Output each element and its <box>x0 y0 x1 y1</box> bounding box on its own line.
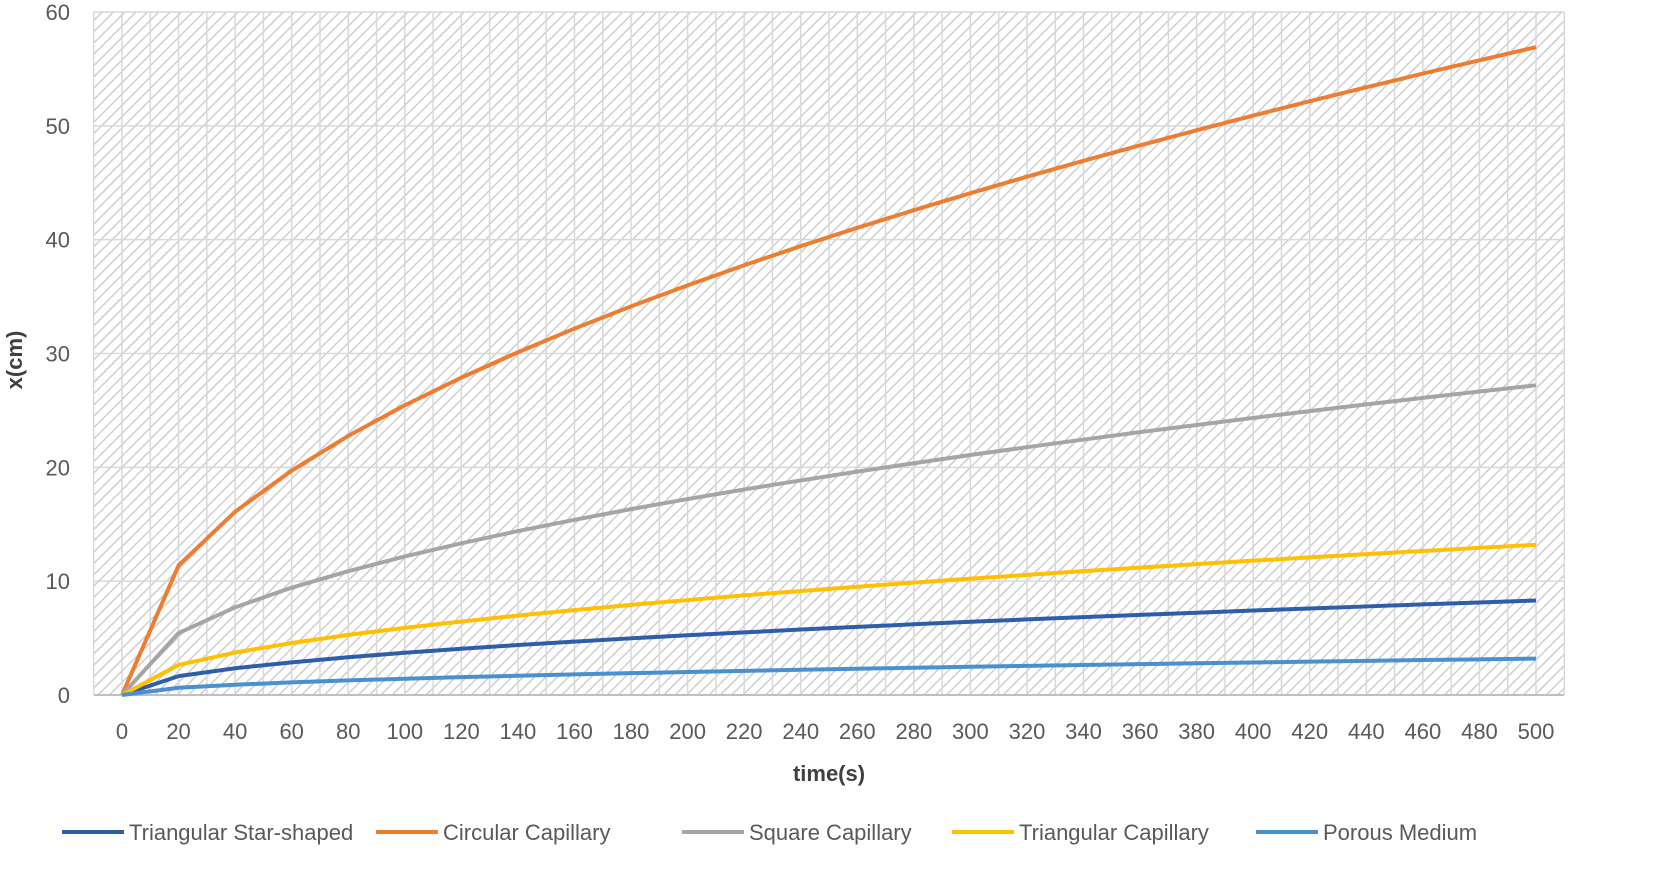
legend-item: Circular Capillary <box>376 820 610 845</box>
legend-label: Square Capillary <box>749 820 912 845</box>
legend-label: Triangular Star-shaped <box>129 820 353 845</box>
gridlines <box>92 11 1566 696</box>
x-tick-label: 20 <box>166 719 190 744</box>
y-tick-label: 50 <box>46 114 70 139</box>
x-tick-label: 160 <box>556 719 593 744</box>
x-tick-label: 480 <box>1461 719 1498 744</box>
x-tick-label: 460 <box>1405 719 1442 744</box>
x-tick-label: 420 <box>1291 719 1328 744</box>
legend-item: Square Capillary <box>682 820 912 845</box>
x-tick-label: 60 <box>279 719 303 744</box>
x-tick-labels: 0 20 40 60 80 100 120 140 160 180 200 220 240 260 280 3… <box>116 719 1554 744</box>
legend-label: Triangular Capillary <box>1019 820 1209 845</box>
x-tick-label: 280 <box>895 719 932 744</box>
x-tick-label: 200 <box>669 719 706 744</box>
x-tick-label: 80 <box>336 719 360 744</box>
y-tick-label: 0 <box>58 683 70 708</box>
series-line-porous-medium <box>121 656 1537 697</box>
x-tick-label: 120 <box>443 719 480 744</box>
x-tick-label: 400 <box>1235 719 1272 744</box>
x-tick-label: 320 <box>1009 719 1046 744</box>
x-tick-label: 360 <box>1122 719 1159 744</box>
y-tick-label: 60 <box>46 0 70 25</box>
y-tick-label: 20 <box>46 455 70 480</box>
x-tick-label: 0 <box>116 719 128 744</box>
legend-item: Triangular Capillary <box>952 820 1209 845</box>
legend-label: Porous Medium <box>1323 820 1477 845</box>
legend-label: Circular Capillary <box>443 820 610 845</box>
x-tick-label: 220 <box>726 719 763 744</box>
series-lines <box>120 45 1537 697</box>
x-tick-label: 500 <box>1518 719 1555 744</box>
legend-item: Triangular Star-shaped <box>62 820 353 845</box>
x-tick-label: 180 <box>613 719 650 744</box>
x-tick-label: 40 <box>223 719 247 744</box>
y-tick-labels: 0 10 20 30 40 50 60 <box>46 0 70 708</box>
x-axis-label: time(s) <box>793 761 865 786</box>
x-tick-label: 100 <box>386 719 423 744</box>
y-tick-label: 30 <box>46 342 70 367</box>
x-tick-label: 440 <box>1348 719 1385 744</box>
x-tick-label: 300 <box>952 719 989 744</box>
legend: Triangular Star-shaped Circular Capillary… <box>62 820 1477 845</box>
y-tick-label: 40 <box>46 228 70 253</box>
legend-item: Porous Medium <box>1256 820 1477 845</box>
x-tick-label: 260 <box>839 719 876 744</box>
series-line-circular-capillary <box>120 45 1537 696</box>
x-tick-label: 140 <box>500 719 537 744</box>
series-line-triangular-star-shaped <box>121 598 1537 697</box>
y-tick-label: 10 <box>46 569 70 594</box>
x-tick-label: 340 <box>1065 719 1102 744</box>
x-tick-label: 380 <box>1178 719 1215 744</box>
series-line-square-capillary <box>120 383 1537 697</box>
series-line-triangular-capillary <box>121 542 1537 697</box>
y-axis-label: x(cm) <box>2 331 27 390</box>
x-tick-label: 240 <box>782 719 819 744</box>
